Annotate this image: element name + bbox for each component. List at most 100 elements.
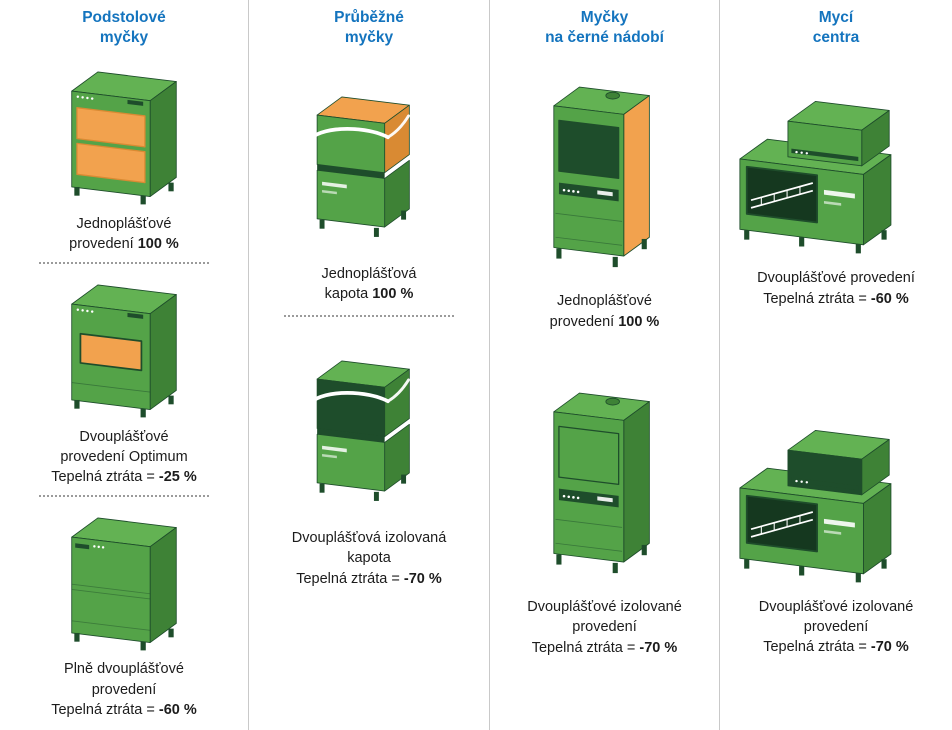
utensil-washer-single-skin-illustration bbox=[541, 70, 669, 285]
hood-insulated-illustration bbox=[299, 328, 439, 522]
column-divider bbox=[248, 0, 249, 730]
caption-line: Dvouplášťové izolované bbox=[527, 597, 682, 617]
machine-caption: Dvouplášťové provedení Optimum Tepelná z… bbox=[51, 427, 197, 488]
machine-item: Jednoplášťové provedení 100 % bbox=[63, 58, 185, 254]
caption-line: provedení 100 % bbox=[69, 234, 179, 254]
caption-line: kapota 100 % bbox=[322, 284, 417, 304]
column-title: Průběžné myčky bbox=[334, 8, 404, 48]
caption-line: Jednoplášťové bbox=[69, 214, 179, 234]
caption-text: Tepelná ztráta = bbox=[763, 639, 871, 656]
machine-item: Dvouplášťové provedení Tepelná ztráta = … bbox=[733, 80, 939, 309]
caption-text: Dvouplášťové bbox=[79, 428, 169, 445]
caption-line: provedení bbox=[51, 680, 197, 700]
column-utensil-washers: Myčky na černé nádobí Jednoplášťové prov… bbox=[490, 0, 719, 730]
undercounter-double-skin-optimum-illustration bbox=[63, 271, 185, 421]
caption-line: Dvouplášťové izolované bbox=[759, 597, 914, 617]
column-title-line: myčky bbox=[99, 29, 149, 47]
column-washing-centers: Mycí centra Dvouplášťové provedení Tepel… bbox=[720, 0, 952, 730]
utensil-washer-insulated-illustration bbox=[541, 376, 669, 591]
caption-value: -25 % bbox=[158, 469, 197, 486]
caption-line: Tepelná ztráta = -70 % bbox=[759, 637, 914, 657]
caption-value: -70 % bbox=[870, 639, 909, 656]
caption-line: Tepelná ztráta = -25 % bbox=[51, 467, 197, 487]
dotted-separator bbox=[39, 494, 209, 497]
caption-value: 100 % bbox=[372, 286, 414, 303]
caption-line: Jednoplášťová bbox=[322, 264, 417, 284]
caption-value: -70 % bbox=[639, 639, 678, 656]
machine-item: Jednoplášťové provedení 100 % bbox=[541, 70, 669, 332]
caption-text: provedení bbox=[69, 236, 138, 253]
caption-text: Plně dvouplášťové bbox=[64, 661, 184, 678]
machine-caption: Dvouplášťová izolovaná kapota Tepelná zt… bbox=[292, 528, 447, 589]
caption-text: Jednoplášťová bbox=[321, 265, 417, 282]
caption-text: provedení Optimum bbox=[60, 448, 188, 465]
machine-caption: Dvouplášťové provedení Tepelná ztráta = … bbox=[757, 268, 915, 309]
wash-center-illustration bbox=[733, 80, 939, 262]
caption-value: 100 % bbox=[618, 313, 660, 330]
caption-text: kapota bbox=[324, 286, 373, 303]
column-divider bbox=[719, 0, 720, 730]
column-title-line: Myčky bbox=[580, 9, 629, 26]
caption-line: Tepelná ztráta = -70 % bbox=[527, 638, 682, 658]
caption-line: provedení bbox=[759, 617, 914, 637]
column-title: Podstolové myčky bbox=[82, 8, 166, 48]
caption-text: Dvouplášťové izolované bbox=[758, 598, 914, 615]
column-divider bbox=[489, 0, 490, 730]
column-title-line: myčky bbox=[344, 29, 394, 47]
caption-text: kapota bbox=[347, 550, 391, 567]
caption-text: provedení bbox=[803, 619, 869, 636]
wash-center-insulated-illustration bbox=[733, 409, 939, 591]
caption-line: Dvouplášťová izolovaná bbox=[292, 528, 447, 548]
caption-value: -70 % bbox=[403, 570, 442, 587]
caption-line: Jednoplášťové bbox=[550, 291, 660, 311]
machine-item: Dvouplášťové provedení Optimum Tepelná z… bbox=[51, 271, 197, 488]
undercounter-fully-double-skin-illustration bbox=[63, 504, 185, 654]
caption-line: Tepelná ztráta = -70 % bbox=[292, 569, 447, 589]
column-undercounter-dishwashers: Podstolové myčky Jednoplášťové provedení… bbox=[0, 0, 248, 730]
column-title-line: Průběžné bbox=[334, 9, 404, 26]
caption-text: Dvouplášťová izolovaná bbox=[291, 529, 447, 546]
caption-text: provedení bbox=[91, 681, 157, 698]
caption-value: 100 % bbox=[137, 236, 179, 253]
caption-text: Tepelná ztráta = bbox=[51, 701, 159, 718]
machine-caption: Dvouplášťové izolované provedení Tepelná… bbox=[527, 597, 682, 658]
caption-text: Dvouplášťové izolované bbox=[527, 598, 682, 615]
caption-text: Dvouplášťové provedení bbox=[757, 270, 915, 287]
machine-item: Dvouplášťová izolovaná kapota Tepelná zt… bbox=[292, 328, 447, 589]
caption-line: Dvouplášťové bbox=[51, 427, 197, 447]
caption-value: -60 % bbox=[158, 701, 197, 718]
machine-item: Dvouplášťové izolované provedení Tepelná… bbox=[527, 376, 682, 658]
caption-text: Tepelná ztráta = bbox=[763, 290, 871, 307]
machine-item: Jednoplášťová kapota 100 % bbox=[299, 64, 439, 304]
caption-text: provedení bbox=[572, 619, 637, 636]
column-title-line: Mycí bbox=[818, 9, 854, 26]
caption-text: Tepelná ztráta = bbox=[531, 639, 640, 656]
undercounter-single-skin-illustration bbox=[63, 58, 185, 208]
machine-caption: Plně dvouplášťové provedení Tepelná ztrá… bbox=[51, 659, 197, 720]
column-title: Mycí centra bbox=[813, 8, 860, 48]
caption-line: Tepelná ztráta = -60 % bbox=[51, 700, 197, 720]
machine-item: Dvouplášťové izolované provedení Tepelná… bbox=[733, 409, 939, 658]
machine-caption: Dvouplášťové izolované provedení Tepelná… bbox=[759, 597, 914, 658]
machine-caption: Jednoplášťové provedení 100 % bbox=[550, 291, 660, 332]
column-title-line: Podstolové bbox=[82, 9, 166, 26]
column-title-line: centra bbox=[812, 29, 860, 47]
caption-text: Tepelná ztráta = bbox=[296, 570, 404, 587]
machine-caption: Jednoplášťová kapota 100 % bbox=[322, 264, 417, 305]
caption-line: Plně dvouplášťové bbox=[51, 659, 197, 679]
caption-line: provedení 100 % bbox=[550, 312, 660, 332]
caption-value: -60 % bbox=[870, 290, 909, 307]
dotted-separator bbox=[284, 315, 454, 318]
hood-single-skin-illustration bbox=[299, 64, 439, 258]
caption-line: provedení bbox=[527, 617, 682, 637]
column-title: Myčky na černé nádobí bbox=[545, 8, 664, 48]
caption-text: Jednoplášťové bbox=[557, 293, 652, 310]
caption-line: Tepelná ztráta = -60 % bbox=[757, 289, 915, 309]
caption-line: Dvouplášťové provedení bbox=[757, 268, 915, 288]
caption-line: provedení Optimum bbox=[51, 447, 197, 467]
caption-text: Jednoplášťové bbox=[76, 216, 172, 233]
column-passthrough-dishwashers: Průběžné myčky Jednoplášťová kapota 100 … bbox=[249, 0, 489, 730]
caption-text: provedení bbox=[549, 313, 619, 330]
machine-caption: Jednoplášťové provedení 100 % bbox=[69, 214, 179, 255]
